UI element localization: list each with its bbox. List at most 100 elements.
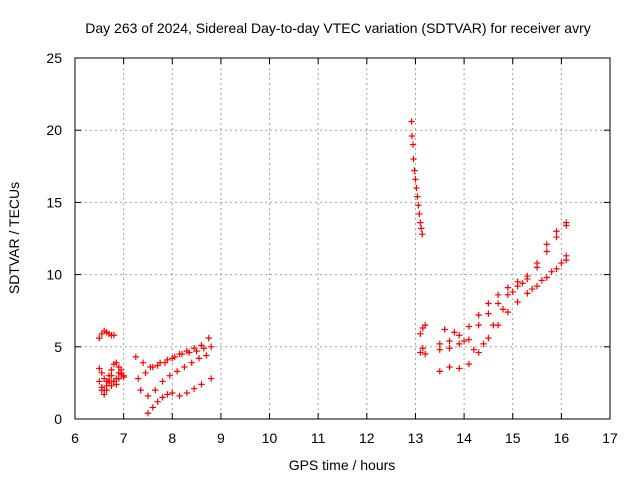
data-point [137,386,144,394]
data-point [465,360,473,368]
data-point [411,167,418,174]
data-point [465,323,473,330]
data-point [200,345,208,352]
data-point [113,375,120,382]
data-point [190,385,198,392]
data-point [169,389,176,397]
series-cluster-d2 [436,222,570,353]
series-cluster-b2 [135,343,215,382]
series-cluster-c1 [417,321,429,338]
data-point [421,321,429,329]
data-point [418,225,425,232]
data-point [456,365,463,372]
data-point [416,210,423,218]
y-tick-label: 25 [46,50,62,66]
data-point [494,321,502,329]
data-point [149,363,157,371]
data-point [415,202,422,209]
data-point [164,391,171,398]
y-tick-label: 5 [54,339,62,355]
data-point [156,359,164,366]
data-point [519,280,526,287]
data-point [205,334,212,342]
data-point [475,321,482,329]
y-axis-label: SDTVAR / TECUs [6,182,22,294]
data-point [446,337,453,345]
data-point [494,300,502,307]
x-tick-label: 11 [311,430,326,446]
y-tick-label: 10 [46,267,62,283]
data-point [543,248,550,255]
data-point [485,300,492,307]
data-point [456,332,463,339]
data-point [110,332,118,339]
data-point [408,118,415,125]
series-cluster-b3 [137,352,210,400]
data-point [543,241,550,248]
data-point [203,352,210,359]
data-point [195,355,203,362]
data-point [132,353,139,361]
data-point [509,288,516,296]
data-point [470,346,478,353]
data-point [533,282,541,290]
data-point [436,340,443,348]
data-point [504,291,512,299]
data-point [451,329,458,336]
data-point [485,310,492,317]
data-point [417,219,424,226]
data-point [528,285,536,293]
data-point [142,369,149,376]
data-point [558,259,565,267]
data-point [410,155,417,163]
data-point [480,340,487,348]
series-cluster-d3 [441,252,570,353]
data-point [441,326,448,333]
data-point [188,359,195,366]
data-point [465,336,473,343]
data-point [412,176,419,183]
x-tick-label: 6 [71,430,79,446]
data-point [475,311,482,319]
x-tick-label: 13 [408,430,424,446]
data-point [96,378,103,385]
data-point [207,343,215,350]
chart-title: Day 263 of 2024, Sidereal Day-to-day VTE… [85,20,591,36]
data-point [135,375,142,382]
data-point [164,356,171,363]
data-point [96,365,103,372]
series-cluster-a1 [96,327,118,342]
data-point [120,373,127,381]
x-tick-label: 12 [359,430,375,446]
data-point [100,391,108,398]
series-cluster-a4 [98,366,125,398]
data-point [171,353,178,361]
series-drop [408,118,426,238]
data-point [533,264,541,271]
data-point [446,345,453,352]
y-tick-label: 20 [46,122,62,138]
data-point [159,394,166,401]
data-point [417,349,424,356]
data-point [154,398,161,405]
data-point [436,368,443,375]
data-point [553,228,560,235]
data-point [144,392,152,400]
data-point [159,378,166,385]
data-point [563,222,570,229]
data-point [543,274,550,281]
data-point [553,233,560,241]
x-axis-label: GPS time / hours [289,457,396,473]
data-point [183,389,191,397]
data-point [494,291,502,299]
data-point [563,256,570,264]
data-point [144,410,152,417]
data-point [108,372,115,379]
data-point [436,346,443,353]
x-tick-label: 7 [120,430,128,446]
data-points [96,118,570,417]
data-point [103,386,110,394]
data-point [193,347,200,355]
data-point [460,337,468,345]
data-point [414,193,421,200]
